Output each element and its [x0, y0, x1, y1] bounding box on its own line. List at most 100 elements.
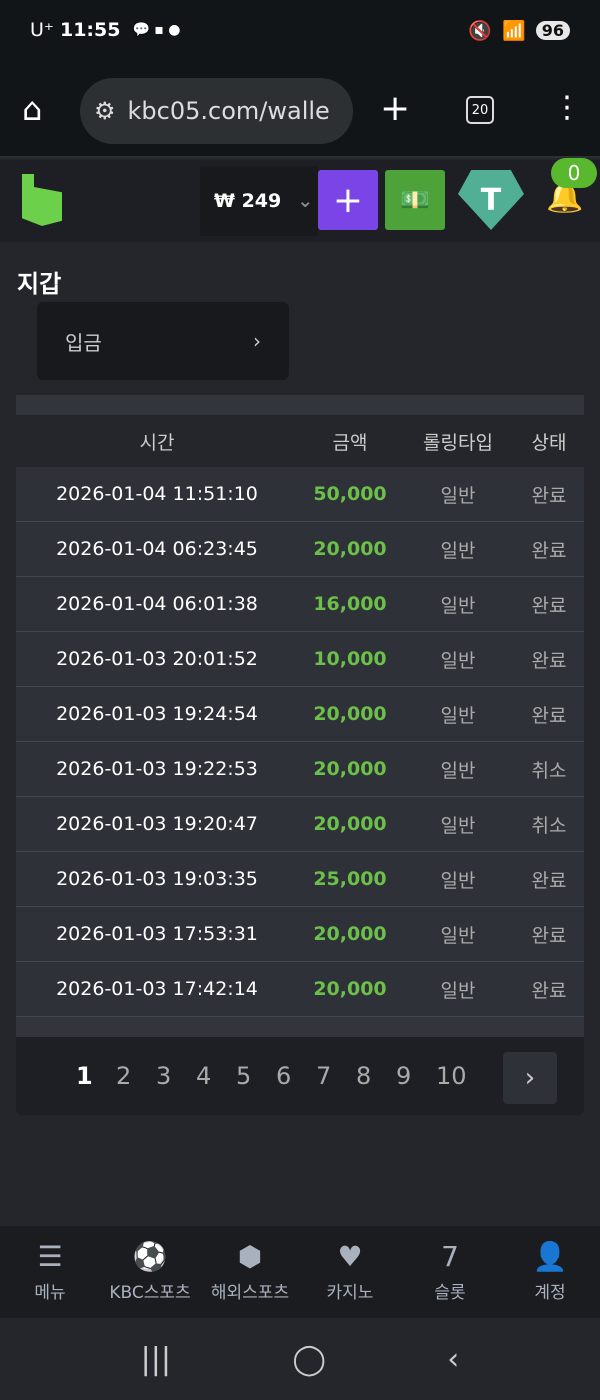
cell-status: 완료 — [531, 979, 567, 1002]
cell-amount: 20,000 — [313, 703, 387, 725]
cell-rolling: 일반 — [440, 539, 476, 562]
page-3[interactable]: 3 — [156, 1062, 172, 1090]
page-5[interactable]: 5 — [236, 1062, 252, 1090]
mute-icon: 🔇 — [468, 19, 493, 42]
address-bar[interactable]: ⚙ kbc05.com/walle — [80, 78, 353, 144]
nav-item-3[interactable]: ♥ 카지노 — [300, 1226, 400, 1318]
col-rolling: 롤링타입 — [423, 431, 493, 454]
cell-status: 완료 — [531, 484, 567, 507]
account-icon: 👤 — [532, 1240, 568, 1273]
nav-item-1[interactable]: ⚽ KBC스포츠 — [100, 1226, 200, 1318]
cell-amount: 20,000 — [313, 978, 387, 1000]
cell-rolling: 일반 — [440, 979, 476, 1002]
notification-badge: 0 — [551, 158, 597, 188]
table-row: 2026-01-04 06:01:38 16,000 일반 완료 — [16, 577, 584, 632]
pagination: 1 2 3 4 5 6 7 8 9 10 › — [16, 1037, 584, 1115]
cell-status: 취소 — [531, 759, 567, 782]
page-title: 지갑 — [17, 270, 62, 298]
nav-label: 카지노 — [326, 1283, 374, 1303]
page-4[interactable]: 4 — [196, 1062, 212, 1090]
dice-icon: ⬢ — [237, 1240, 263, 1273]
nav-label: 해외스포츠 — [210, 1283, 290, 1303]
cell-amount: 16,000 — [313, 593, 387, 615]
cell-time: 2026-01-04 06:23:45 — [56, 538, 258, 560]
back-icon[interactable]: ‹ — [447, 1341, 460, 1377]
cell-amount: 20,000 — [313, 813, 387, 835]
table-row: 2026-01-03 19:03:35 25,000 일반 완료 — [16, 852, 584, 907]
cell-amount: 10,000 — [313, 648, 387, 670]
page-2[interactable]: 2 — [116, 1062, 132, 1090]
nav-item-4[interactable]: 7 슬롯 — [400, 1226, 500, 1318]
table-row: 2026-01-03 19:24:54 20,000 일반 완료 — [16, 687, 584, 742]
table-row: 2026-01-04 11:51:10 50,000 일반 완료 — [16, 467, 584, 522]
battery: 96 — [535, 20, 570, 40]
tether-icon[interactable]: T — [458, 170, 524, 230]
transaction-table: 시간 금액 롤링타입 상태 2026-01-04 11:51:10 50,000 일… — [16, 395, 584, 1037]
status-bar: U⁺ 11:55 💬 ▪ ● 🔇 📶 96 — [0, 0, 600, 60]
recents-icon[interactable]: ||| — [140, 1341, 171, 1377]
home-circle-icon[interactable]: ◯ — [292, 1341, 326, 1377]
cell-amount: 20,000 — [313, 758, 387, 780]
home-icon[interactable]: ⌂ — [22, 90, 43, 128]
site-settings-icon[interactable]: ⚙ — [94, 97, 116, 125]
carrier: U⁺ — [30, 19, 54, 41]
table-row: 2026-01-03 19:20:47 20,000 일반 취소 — [16, 797, 584, 852]
nav-item-2[interactable]: ⬢ 해외스포츠 — [200, 1226, 300, 1318]
chevron-down-icon: ⌄ — [297, 190, 314, 212]
new-tab-icon[interactable]: + — [380, 88, 411, 129]
table-row: 2026-01-03 20:01:52 10,000 일반 완료 — [16, 632, 584, 687]
bottom-nav: ☰ 메뉴 ⚽ KBC스포츠 ⬢ 해외스포츠 ♥ 카지노 7 슬롯 👤 계정 — [0, 1226, 600, 1318]
col-status: 상태 — [531, 431, 567, 454]
cell-rolling: 일반 — [440, 704, 476, 727]
tabs-button[interactable]: 20 — [466, 96, 494, 124]
cell-time: 2026-01-04 06:01:38 — [56, 593, 258, 615]
cell-time: 2026-01-03 19:03:35 — [56, 868, 258, 890]
cell-time: 2026-01-03 17:53:31 — [56, 923, 258, 945]
slot-icon: 7 — [441, 1240, 459, 1273]
table-row: 2026-01-03 17:42:14 20,000 일반 완료 — [16, 962, 584, 1017]
more-menu-icon[interactable]: ⋮ — [552, 90, 582, 125]
menu-search-icon: ☰ — [37, 1240, 63, 1273]
balance-dropdown[interactable]: ₩ 249 ⌄ — [200, 166, 318, 236]
deposit-label: 입금 — [65, 330, 102, 355]
cell-status: 취소 — [531, 814, 567, 837]
deposit-tab[interactable]: 입금 › — [37, 302, 289, 380]
cell-rolling: 일반 — [440, 594, 476, 617]
cell-time: 2026-01-03 19:22:53 — [56, 758, 258, 780]
cell-rolling: 일반 — [440, 649, 476, 672]
cash-button[interactable]: 💵 — [385, 170, 445, 230]
page-9[interactable]: 9 — [396, 1062, 412, 1090]
cell-rolling: 일반 — [440, 814, 476, 837]
page-7[interactable]: 7 — [316, 1062, 332, 1090]
cell-rolling: 일반 — [440, 484, 476, 507]
soccer-ball-icon: ⚽ — [132, 1240, 168, 1273]
cell-time: 2026-01-03 17:42:14 — [56, 978, 258, 1000]
page-6[interactable]: 6 — [276, 1062, 292, 1090]
table-row: 2026-01-03 19:22:53 20,000 일반 취소 — [16, 742, 584, 797]
page-1[interactable]: 1 — [76, 1062, 93, 1090]
next-page-button[interactable]: › — [503, 1052, 557, 1104]
cell-rolling: 일반 — [440, 759, 476, 782]
cell-time: 2026-01-03 19:24:54 — [56, 703, 258, 725]
site-header: ₩ 249 ⌄ + 💵 T 🔔 0 — [0, 158, 600, 242]
page-8[interactable]: 8 — [356, 1062, 372, 1090]
cell-time: 2026-01-04 11:51:10 — [56, 483, 258, 505]
cell-amount: 20,000 — [313, 538, 387, 560]
cell-status: 완료 — [531, 924, 567, 947]
cell-status: 완료 — [531, 594, 567, 617]
nav-item-0[interactable]: ☰ 메뉴 — [0, 1226, 100, 1318]
nav-label: 계정 — [534, 1283, 566, 1303]
logo-icon[interactable] — [22, 174, 62, 226]
cell-status: 완료 — [531, 649, 567, 672]
table-row: 2026-01-04 06:23:45 20,000 일반 완료 — [16, 522, 584, 577]
cell-amount: 25,000 — [313, 868, 387, 890]
balance-value: ₩ 249 — [214, 190, 282, 212]
nav-item-5[interactable]: 👤 계정 — [500, 1226, 600, 1318]
system-nav: ||| ◯ ‹ — [0, 1318, 600, 1400]
nav-label: 슬롯 — [434, 1283, 466, 1303]
col-time: 시간 — [139, 431, 175, 454]
cell-status: 완료 — [531, 539, 567, 562]
page-10[interactable]: 10 — [436, 1062, 467, 1090]
table-header: 시간 금액 롤링타입 상태 — [16, 415, 584, 467]
deposit-plus-button[interactable]: + — [318, 170, 378, 230]
